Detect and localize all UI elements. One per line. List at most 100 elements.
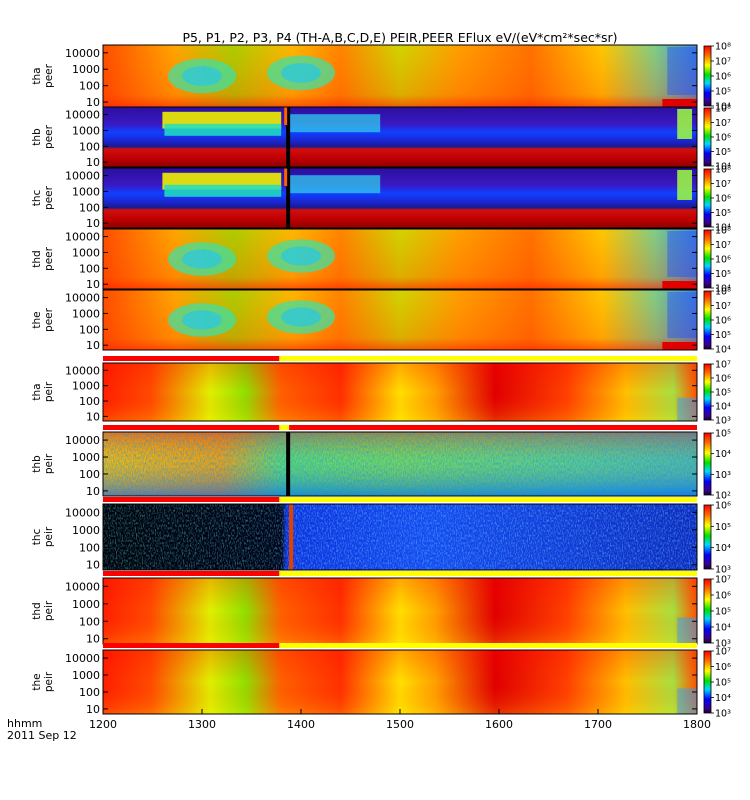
- flux-patch: [662, 99, 697, 107]
- colorbar: [703, 290, 712, 350]
- panel-thc-peir: 10 100 1000 10000 thcpeir 10³ 10⁴ 10⁵ 10⁶: [31, 497, 731, 576]
- flux-band: [164, 123, 282, 136]
- y-tick-label: 10000: [65, 364, 100, 377]
- colorbar: [703, 229, 712, 289]
- colorbar-tick-label: 10⁷: [715, 57, 731, 68]
- colorbar-tick-label: 10⁶: [715, 133, 731, 144]
- colorbar-tick-label: 10⁴: [715, 162, 731, 173]
- colorbar-tick-label: 10⁵: [715, 269, 731, 280]
- colorbar-tick-label: 10⁵: [715, 147, 731, 158]
- panel-frame: [102, 106, 698, 168]
- colorbar-tick-label: 10⁸: [715, 165, 731, 176]
- mode-bar-segment: [103, 425, 280, 430]
- y-tick-label: 10: [86, 485, 100, 498]
- spectrogram-panels: 10100100010000thapeer10⁴10⁵10⁶10⁷10⁸1010…: [31, 42, 731, 720]
- spectrogram-noise: [103, 432, 697, 496]
- time-axis: 1200 1300 1400 1500 1600 1700 1800: [89, 709, 711, 731]
- y-tick-label: 10: [86, 339, 100, 352]
- colorbar: [703, 168, 712, 228]
- y-tick-label: 10000: [65, 170, 100, 183]
- y-axis-label: thapeer: [31, 63, 55, 88]
- colorbar-tick-label: 10⁸: [715, 226, 731, 237]
- y-axis-label: thbpeer: [31, 124, 55, 149]
- data-gap-marker: [286, 168, 291, 228]
- colorbar-tick-label: 10⁴: [715, 693, 731, 704]
- colorbar-tick-label: 10⁷: [715, 647, 731, 658]
- mode-bar-segment: [103, 497, 280, 502]
- y-tick-label: 1000: [72, 598, 100, 611]
- y-axis-label-instrument: peer: [43, 185, 55, 210]
- panel-frame: [102, 167, 698, 229]
- y-tick-label: 1000: [72, 185, 100, 198]
- y-axis-label-instrument: peir: [43, 526, 55, 547]
- y-tick-label: 100: [79, 541, 100, 554]
- spectrogram-shading: [103, 650, 697, 714]
- y-tick-label: 10000: [65, 652, 100, 665]
- colorbar-tick-label: 10²: [715, 491, 731, 502]
- colorbar-tick-label: 10⁸: [715, 287, 731, 298]
- y-tick-label: 100: [79, 201, 100, 214]
- y-axis-label-instrument: peir: [43, 600, 55, 621]
- y-axis-label-probe: thc: [31, 190, 43, 207]
- colorbar-tick-label: 10⁴: [715, 623, 731, 634]
- colorbar-tick-label: 10⁴: [715, 223, 731, 234]
- colorbar-tick-label: 10⁶: [715, 501, 731, 512]
- y-tick-label: 10000: [65, 434, 100, 447]
- colorbar-tick-label: 10⁷: [715, 118, 731, 129]
- colorbar-tick-label: 10³: [715, 416, 731, 427]
- spectrogram-shading: [103, 363, 697, 421]
- y-tick-label: 10000: [65, 292, 100, 305]
- y-axis-label-probe: thb: [31, 128, 43, 146]
- flux-band: [289, 175, 381, 194]
- flux-blob-core: [281, 246, 321, 266]
- y-tick-label: 100: [79, 80, 100, 93]
- x-axis-label: hhmm: [7, 717, 42, 730]
- colorbar-tick-label: 10⁵: [715, 522, 731, 533]
- y-axis-label-instrument: peir: [43, 671, 55, 692]
- colorbar-tick-label: 10⁵: [715, 208, 731, 219]
- y-tick-label: 10: [86, 559, 100, 572]
- data-gap-marker: [286, 432, 291, 496]
- data-gap-marker: [284, 168, 288, 186]
- flux-patch: [667, 292, 697, 338]
- colorbar-tick-label: 10⁶: [715, 316, 731, 327]
- y-axis-label-probe: thd: [31, 602, 43, 619]
- flux-blob-core: [182, 249, 222, 269]
- flux-band: [164, 184, 282, 197]
- panel-thb-peir: 10 100 1000 10000 thbpeir 10² 10³ 10⁴ 10⁵: [31, 425, 731, 502]
- colorbar: [703, 504, 712, 570]
- y-axis-label-probe: the: [31, 311, 43, 328]
- spectrogram-shading: [103, 578, 697, 644]
- y-tick-label: 10: [86, 633, 100, 646]
- panel-frame: [102, 289, 698, 351]
- mode-bar-segment: [103, 643, 280, 648]
- colorbar: [703, 363, 712, 421]
- y-tick-label: 1000: [72, 307, 100, 320]
- colorbar-tick-label: 10⁵: [715, 678, 731, 689]
- colorbar-tick-label: 10⁵: [715, 429, 731, 440]
- colorbar-tick-label: 10⁶: [715, 662, 731, 673]
- x-tick-label: 1300: [188, 718, 216, 731]
- flux-patch: [677, 688, 697, 714]
- colorbar-tick-label: 10⁴: [715, 543, 731, 554]
- x-tick-label: 1700: [584, 718, 612, 731]
- y-axis-label: thbpeir: [31, 453, 55, 474]
- y-tick-label: 10: [86, 217, 100, 230]
- colorbar-tick-label: 10⁴: [715, 449, 731, 460]
- panel-the-peer: 10 100 1000 10000 thepeer 10⁴ 10⁵ 10⁶ 10⁷ 10⁸: [31, 287, 731, 356]
- mode-bar: [103, 497, 697, 502]
- spectrogram-noise: [103, 504, 697, 570]
- y-axis-label-instrument: peer: [43, 246, 55, 271]
- y-tick-label: 100: [79, 686, 100, 699]
- y-tick-label: 10: [86, 703, 100, 716]
- panel-thd-peir: 10 100 1000 10000 thdpeir 10³ 10⁴ 10⁵ 10⁶ 10⁷: [31, 571, 731, 650]
- y-tick-label: 1000: [72, 380, 100, 393]
- y-axis-label-probe: thc: [31, 529, 43, 546]
- y-axis-label-probe: tha: [31, 67, 43, 84]
- colorbar-tick-label: 10⁴: [715, 102, 731, 113]
- x-tick-label: 1800: [683, 718, 711, 731]
- panel-frame: [102, 431, 698, 497]
- panel-frame: [102, 503, 698, 571]
- x-axis-date: 2011 Sep 12: [7, 729, 77, 742]
